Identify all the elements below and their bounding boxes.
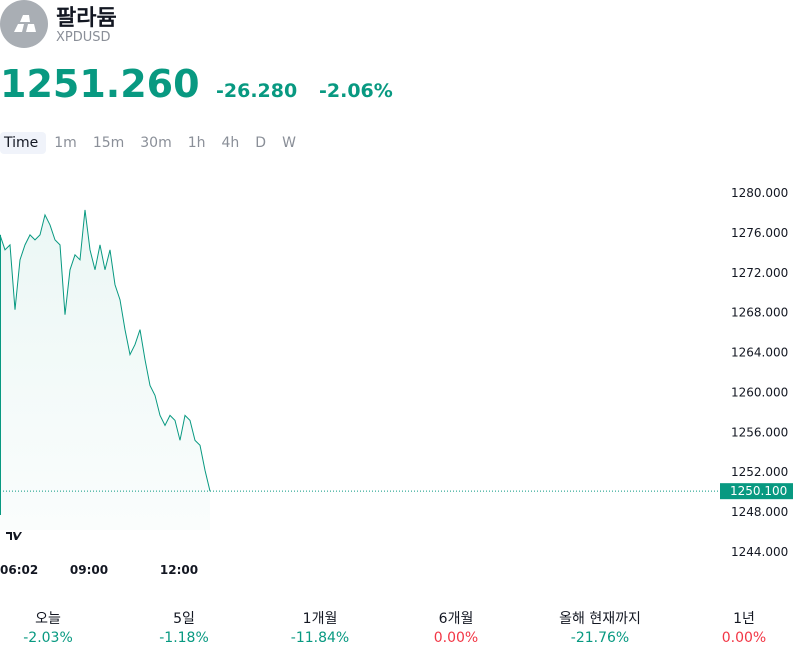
performance-value: 0.00% [721,630,767,646]
performance-value: -2.03% [23,630,73,646]
chart: 1244.000 1248.000 1252.000 1256.000 1260.000… [0,186,793,577]
x-tick-label: 06:02 [0,563,38,577]
last-value-box [720,483,793,500]
performance-label: 6개월 [438,611,474,627]
change-percent: -2.06% [319,80,393,102]
performance-value: -1.18% [159,630,209,646]
symbol: XPDUSD [56,30,111,45]
interval-tab[interactable]: 1m [54,135,77,151]
interval-tab[interactable]: D [255,135,267,151]
x-tick-label: 12:00 [160,563,198,577]
performance-item[interactable]: 1개월 -11.84% [250,608,390,646]
interval-tab[interactable]: Time [0,132,47,154]
y-tick-label: 1248.000 [731,505,788,519]
performance-item[interactable]: 올해 현재까지 -21.76% [530,608,670,646]
performance-label: 오늘 [35,611,61,627]
y-tick-label: 1276.000 [731,226,788,240]
y-tick-label: 1244.000 [731,545,788,559]
interval-tab[interactable]: 4h [221,135,240,151]
interval-tab[interactable]: W [282,135,296,151]
x-tick-label: 09:00 [70,563,108,577]
performance-value: 0.00% [433,630,479,646]
y-tick-label: 1268.000 [731,306,788,320]
interval-tab[interactable]: 15m [92,135,125,151]
y-tick-label: 1272.000 [731,266,788,280]
performance-item[interactable]: 6개월 0.00% [386,608,526,646]
y-tick-label: 1252.000 [731,465,788,479]
line [0,209,211,492]
interval-tab[interactable]: 1h [187,135,206,151]
performance-label: 올해 현재까지 [559,611,641,627]
symbol-icon [0,0,48,48]
y-tick-label: 1264.000 [731,346,788,360]
performance-value: -21.76% [570,630,630,646]
last-value-label: 1250.100 [730,484,787,498]
performance-label: 1개월 [302,611,338,627]
interval-tab[interactable]: 30m [140,135,172,151]
performance-label: 5일 [173,611,195,627]
price: 1251.260 [0,62,200,106]
performance-item[interactable]: 1년 0.00% [674,608,800,646]
performance-item[interactable]: 오늘 -2.03% [0,608,118,646]
title: 팔라듐 [56,6,117,31]
y-tick-label: 1280.000 [731,186,788,200]
area [0,209,210,531]
performance-item[interactable]: 5일 -1.18% [114,608,254,646]
performance-label: 1년 [733,611,755,627]
performance-value: -11.84% [290,630,350,646]
interval-tabs: Time 1m 15m 30m 1h 4h D W [0,132,304,154]
y-tick-label: 1256.000 [731,425,788,439]
change: -26.280 [216,80,298,102]
y-tick-label: 1260.000 [731,385,788,399]
